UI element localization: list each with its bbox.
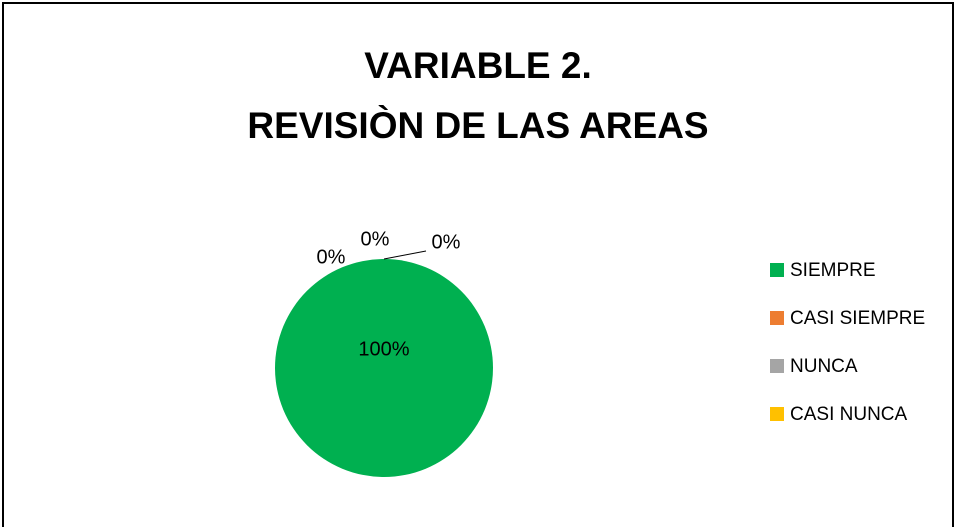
pie-slice [275, 259, 493, 477]
legend-label: CASI SIEMPRE [790, 308, 925, 329]
legend-swatch [770, 359, 784, 373]
chart-title: REVISIÒN DE LAS AREAS [247, 104, 708, 146]
data-label: 0% [361, 228, 390, 250]
legend-label: SIEMPRE [790, 260, 876, 281]
data-label: 0% [317, 246, 346, 268]
data-label: 0% [432, 231, 461, 253]
legend-swatch [770, 263, 784, 277]
legend-swatch [770, 311, 784, 325]
legend-swatch [770, 407, 784, 421]
legend-label: CASI NUNCA [790, 404, 908, 425]
leader-line [383, 250, 427, 260]
data-label: 100% [358, 338, 409, 360]
legend-label: NUNCA [790, 356, 858, 377]
chart-title: VARIABLE 2. [364, 45, 592, 86]
